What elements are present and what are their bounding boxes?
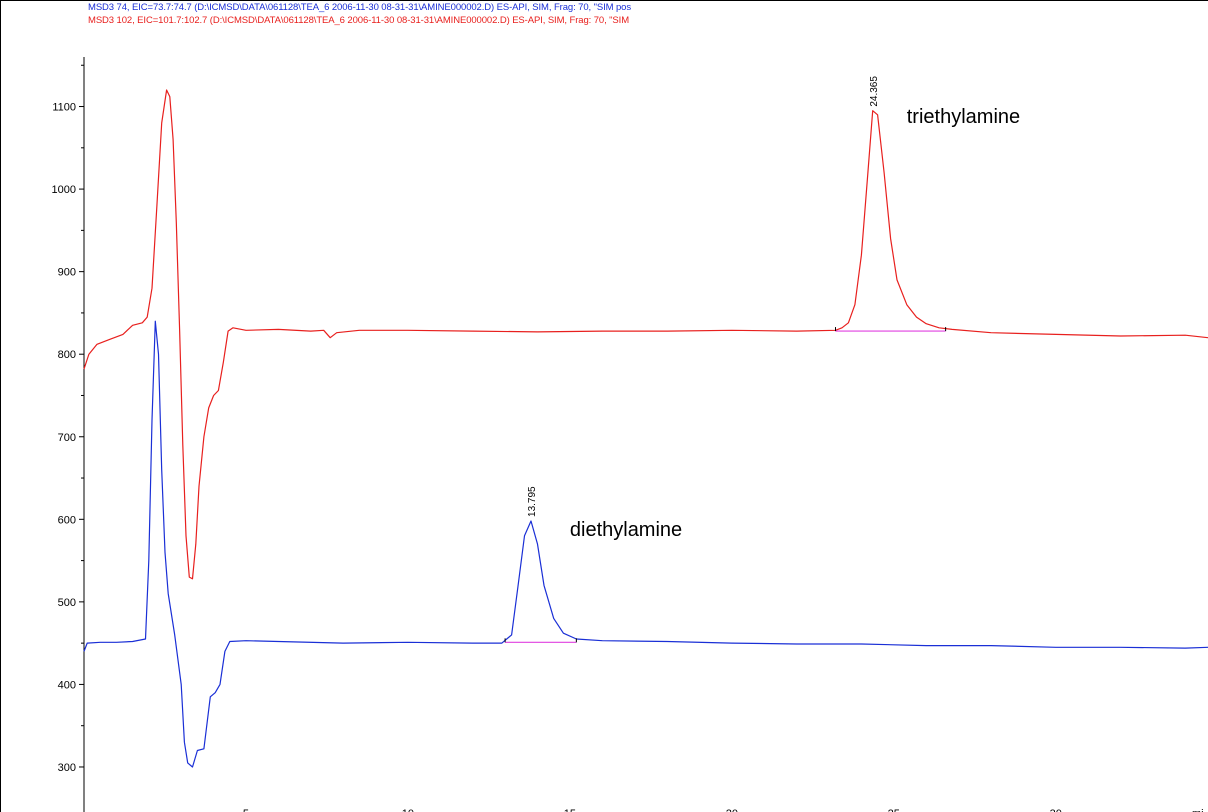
traces: [83, 89, 1208, 768]
y-tick-label: 300: [58, 762, 76, 774]
x-tick-label: 30: [1050, 808, 1062, 812]
x-tick-label: 5: [243, 808, 249, 812]
y-tick-label: 400: [58, 679, 76, 691]
x-tick-label: 10: [402, 808, 414, 812]
compound-annotation: diethylamine: [570, 519, 682, 541]
x-tick-label: 15: [564, 808, 576, 812]
y-tick-label: 1100: [52, 102, 76, 114]
labels: 24.365 13.795 triethylamine diethylamine: [527, 76, 1020, 541]
trace-header-red: MSD3 102, EIC=101.7:102.7 (D:\ICMSD\DATA…: [88, 15, 630, 26]
peak-rt-label: 13.795: [527, 486, 538, 517]
x-unit-label: mi: [1192, 808, 1204, 812]
x-tick-label: 20: [726, 808, 738, 812]
compound-annotation: triethylamine: [907, 106, 1020, 128]
red-trace-line: [83, 89, 1208, 580]
y-tick-label: 500: [58, 597, 76, 609]
axes: 300 400 500 600 700 800 900 1000 1100 5 10 15 20 25 30…: [52, 57, 1204, 812]
x-tick-label: 25: [888, 808, 900, 812]
y-tick-label: 900: [58, 267, 76, 279]
trace-header-blue: MSD3 74, EIC=73.7:74.7 (D:\ICMSD\DATA\06…: [88, 2, 632, 13]
blue-trace-line: [83, 320, 1208, 768]
y-tick-label: 600: [58, 514, 76, 526]
y-tick-label: 800: [58, 349, 76, 361]
y-tick-label: 700: [58, 432, 76, 444]
peak-rt-label: 24.365: [869, 76, 880, 107]
y-tick-label: 1000: [52, 184, 76, 196]
